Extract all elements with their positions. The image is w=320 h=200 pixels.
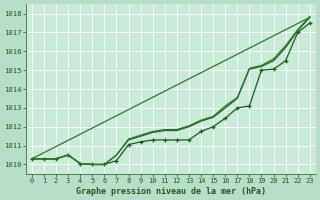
X-axis label: Graphe pression niveau de la mer (hPa): Graphe pression niveau de la mer (hPa) — [76, 187, 266, 196]
